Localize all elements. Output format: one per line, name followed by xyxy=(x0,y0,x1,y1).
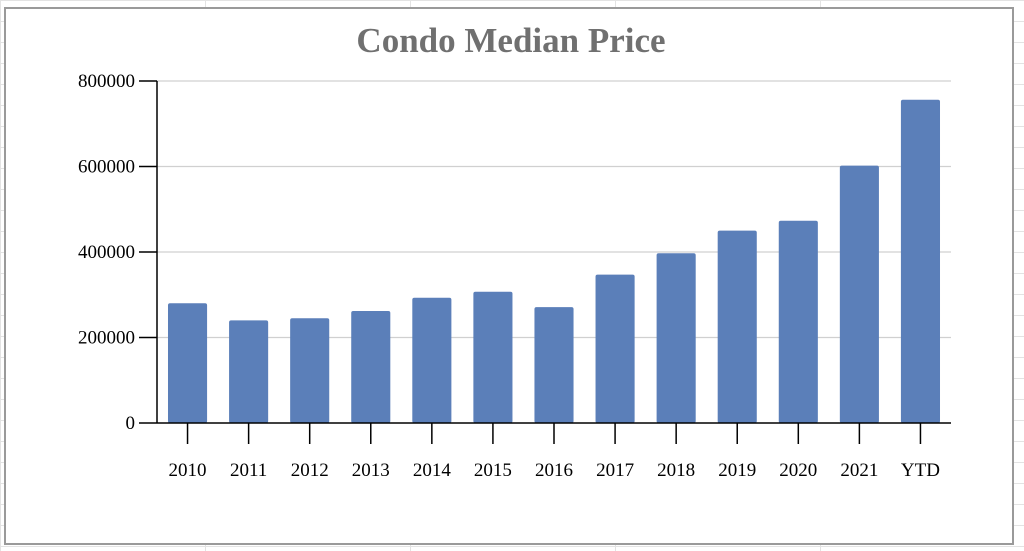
bar xyxy=(412,297,452,423)
y-tick-label: 600000 xyxy=(78,157,135,178)
bar xyxy=(290,318,330,423)
bar xyxy=(900,99,941,423)
x-tick-label: 2019 xyxy=(718,460,756,481)
x-tick-label: 2011 xyxy=(230,460,267,481)
bar xyxy=(229,320,269,423)
y-tick-label: 200000 xyxy=(78,328,135,349)
y-tick-label: 800000 xyxy=(78,71,135,92)
bar xyxy=(656,253,696,423)
x-tick-label: 2010 xyxy=(169,460,207,481)
bar xyxy=(351,310,391,423)
bar xyxy=(473,291,513,423)
x-tick-label: 2018 xyxy=(657,460,695,481)
chart-title: Condo Median Price xyxy=(356,21,666,60)
bar xyxy=(778,220,818,423)
x-tick-label: YTD xyxy=(901,460,940,481)
y-tick-label: 400000 xyxy=(78,242,135,263)
x-tick-label: 2020 xyxy=(779,460,817,481)
bar xyxy=(839,165,879,423)
x-tick-label: 2013 xyxy=(352,460,390,481)
x-tick-label: 2014 xyxy=(413,460,452,481)
y-tick-label: 0 xyxy=(126,413,136,434)
x-tick-label: 2017 xyxy=(596,460,634,481)
bar xyxy=(595,274,635,423)
x-tick-label: 2021 xyxy=(840,460,878,481)
bar xyxy=(717,230,757,423)
x-tick-label: 2015 xyxy=(474,460,512,481)
x-tick-label: 2016 xyxy=(535,460,573,481)
bar xyxy=(534,307,574,423)
x-tick-label: 2012 xyxy=(291,460,329,481)
bar xyxy=(167,303,208,423)
